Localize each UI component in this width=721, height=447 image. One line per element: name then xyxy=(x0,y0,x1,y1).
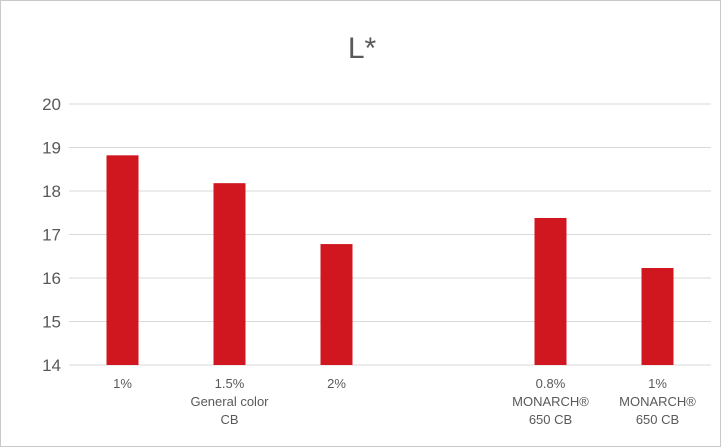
bar xyxy=(106,155,139,365)
bar xyxy=(213,183,246,365)
chart-title: L* xyxy=(348,32,377,65)
x-tick-label: CB xyxy=(220,412,238,427)
x-tick-label: 2% xyxy=(327,376,346,391)
x-tick-label: 650 CB xyxy=(636,412,679,427)
x-tick-label: 0.8% xyxy=(536,376,566,391)
y-axis-ticks: 14 15 16 17 18 19 20 xyxy=(42,95,61,375)
x-axis-ticks: 1% 1.5% General color CB 2% 0.8% MONARCH® 650 C… xyxy=(113,376,696,427)
bars xyxy=(106,155,674,365)
y-tick-label: 20 xyxy=(42,95,61,114)
x-tick-label: General color xyxy=(190,394,269,409)
bar xyxy=(641,267,674,365)
x-tick-label: MONARCH® xyxy=(512,394,589,409)
y-tick-label: 18 xyxy=(42,182,61,201)
x-tick-label: 1% xyxy=(113,376,132,391)
y-tick-label: 14 xyxy=(42,356,61,375)
x-tick-label: 650 CB xyxy=(529,412,572,427)
x-tick-label: 1% xyxy=(648,376,667,391)
x-tick-label: 1.5% xyxy=(215,376,245,391)
gridlines xyxy=(69,103,711,366)
bar xyxy=(320,244,353,365)
bar xyxy=(534,217,567,365)
y-tick-label: 19 xyxy=(42,139,61,158)
y-tick-label: 16 xyxy=(42,269,61,288)
y-tick-label: 15 xyxy=(42,313,61,332)
y-tick-label: 17 xyxy=(42,226,61,245)
x-tick-label: MONARCH® xyxy=(619,394,696,409)
